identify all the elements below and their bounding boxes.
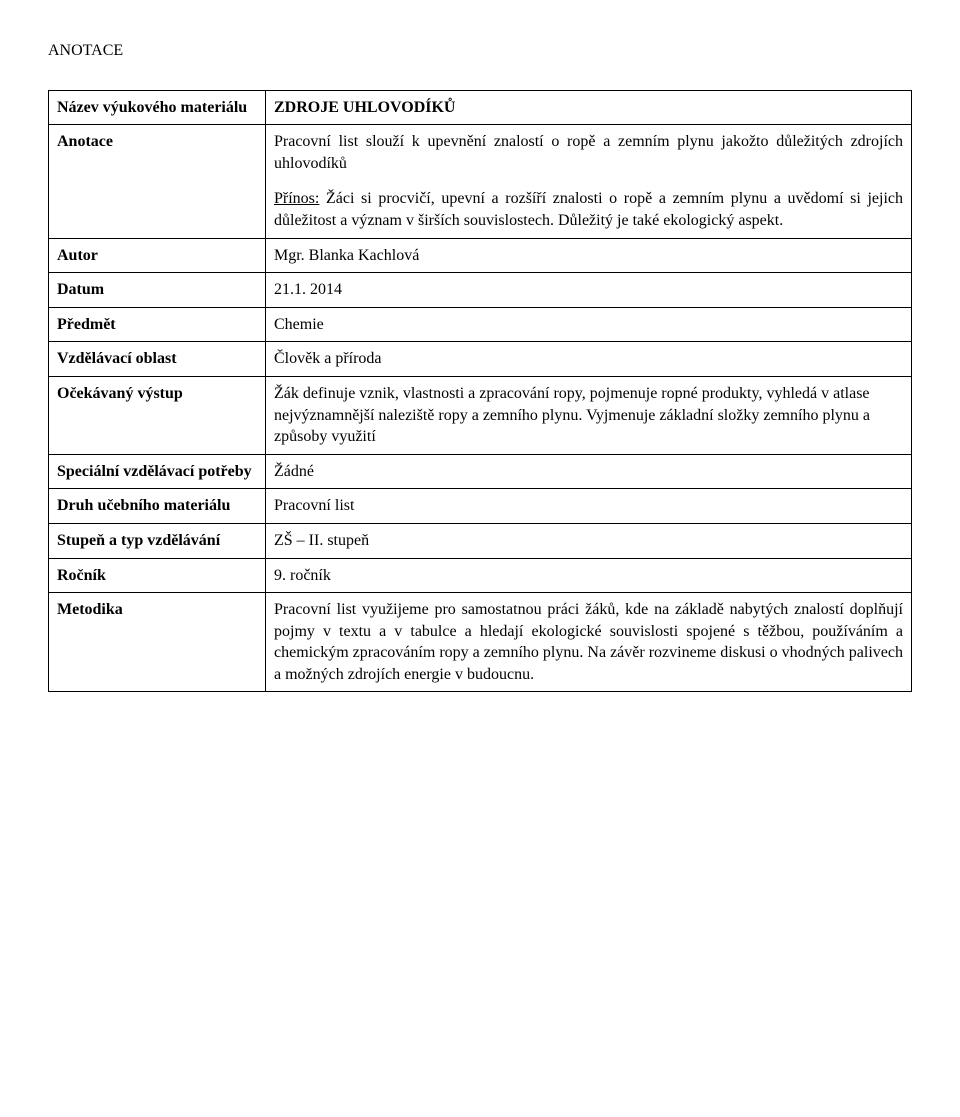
annotation-table: Název výukového materiálu ZDROJE UHLOVOD…: [48, 90, 912, 693]
row-label: Speciální vzdělávací potřeby: [49, 454, 266, 489]
row-value: Žádné: [266, 454, 912, 489]
row-value: ZDROJE UHLOVODÍKŮ: [266, 90, 912, 125]
row-label: Předmět: [49, 307, 266, 342]
row-value: ZŠ – II. stupeň: [266, 523, 912, 558]
table-row: Autor Mgr. Blanka Kachlová: [49, 238, 912, 273]
table-row: Druh učebního materiálu Pracovní list: [49, 489, 912, 524]
row-value: 21.1. 2014: [266, 273, 912, 308]
table-row: Anotace Pracovní list slouží k upevnění …: [49, 125, 912, 238]
row-value: 9. ročník: [266, 558, 912, 593]
annotation-prinos: Přínos: Žáci si procvičí, upevní a rozší…: [274, 188, 903, 231]
row-label: Anotace: [49, 125, 266, 238]
row-label: Název výukového materiálu: [49, 90, 266, 125]
table-row: Vzdělávací oblast Člověk a příroda: [49, 342, 912, 377]
table-row: Název výukového materiálu ZDROJE UHLOVOD…: [49, 90, 912, 125]
table-row: Metodika Pracovní list využijeme pro sam…: [49, 593, 912, 692]
page-title: ANOTACE: [48, 40, 912, 62]
row-value: Mgr. Blanka Kachlová: [266, 238, 912, 273]
table-row: Stupeň a typ vzdělávání ZŠ – II. stupeň: [49, 523, 912, 558]
row-label: Ročník: [49, 558, 266, 593]
table-row: Speciální vzdělávací potřeby Žádné: [49, 454, 912, 489]
row-label: Druh učebního materiálu: [49, 489, 266, 524]
row-label: Očekávaný výstup: [49, 376, 266, 454]
prinos-text: Žáci si procvičí, upevní a rozšíří znalo…: [274, 190, 903, 229]
row-value: Pracovní list: [266, 489, 912, 524]
table-row: Ročník 9. ročník: [49, 558, 912, 593]
row-label: Metodika: [49, 593, 266, 692]
row-value: Pracovní list slouží k upevnění znalostí…: [266, 125, 912, 238]
row-label: Vzdělávací oblast: [49, 342, 266, 377]
row-value: Pracovní list využijeme pro samostatnou …: [266, 593, 912, 692]
annotation-intro: Pracovní list slouží k upevnění znalostí…: [274, 131, 903, 174]
row-value: Chemie: [266, 307, 912, 342]
row-label: Autor: [49, 238, 266, 273]
table-row: Předmět Chemie: [49, 307, 912, 342]
material-title: ZDROJE UHLOVODÍKŮ: [274, 99, 455, 116]
row-value: Člověk a příroda: [266, 342, 912, 377]
table-row: Datum 21.1. 2014: [49, 273, 912, 308]
table-row: Očekávaný výstup Žák definuje vznik, vla…: [49, 376, 912, 454]
row-value: Žák definuje vznik, vlastnosti a zpracov…: [266, 376, 912, 454]
row-label: Datum: [49, 273, 266, 308]
row-label: Stupeň a typ vzdělávání: [49, 523, 266, 558]
prinos-label: Přínos:: [274, 190, 319, 207]
